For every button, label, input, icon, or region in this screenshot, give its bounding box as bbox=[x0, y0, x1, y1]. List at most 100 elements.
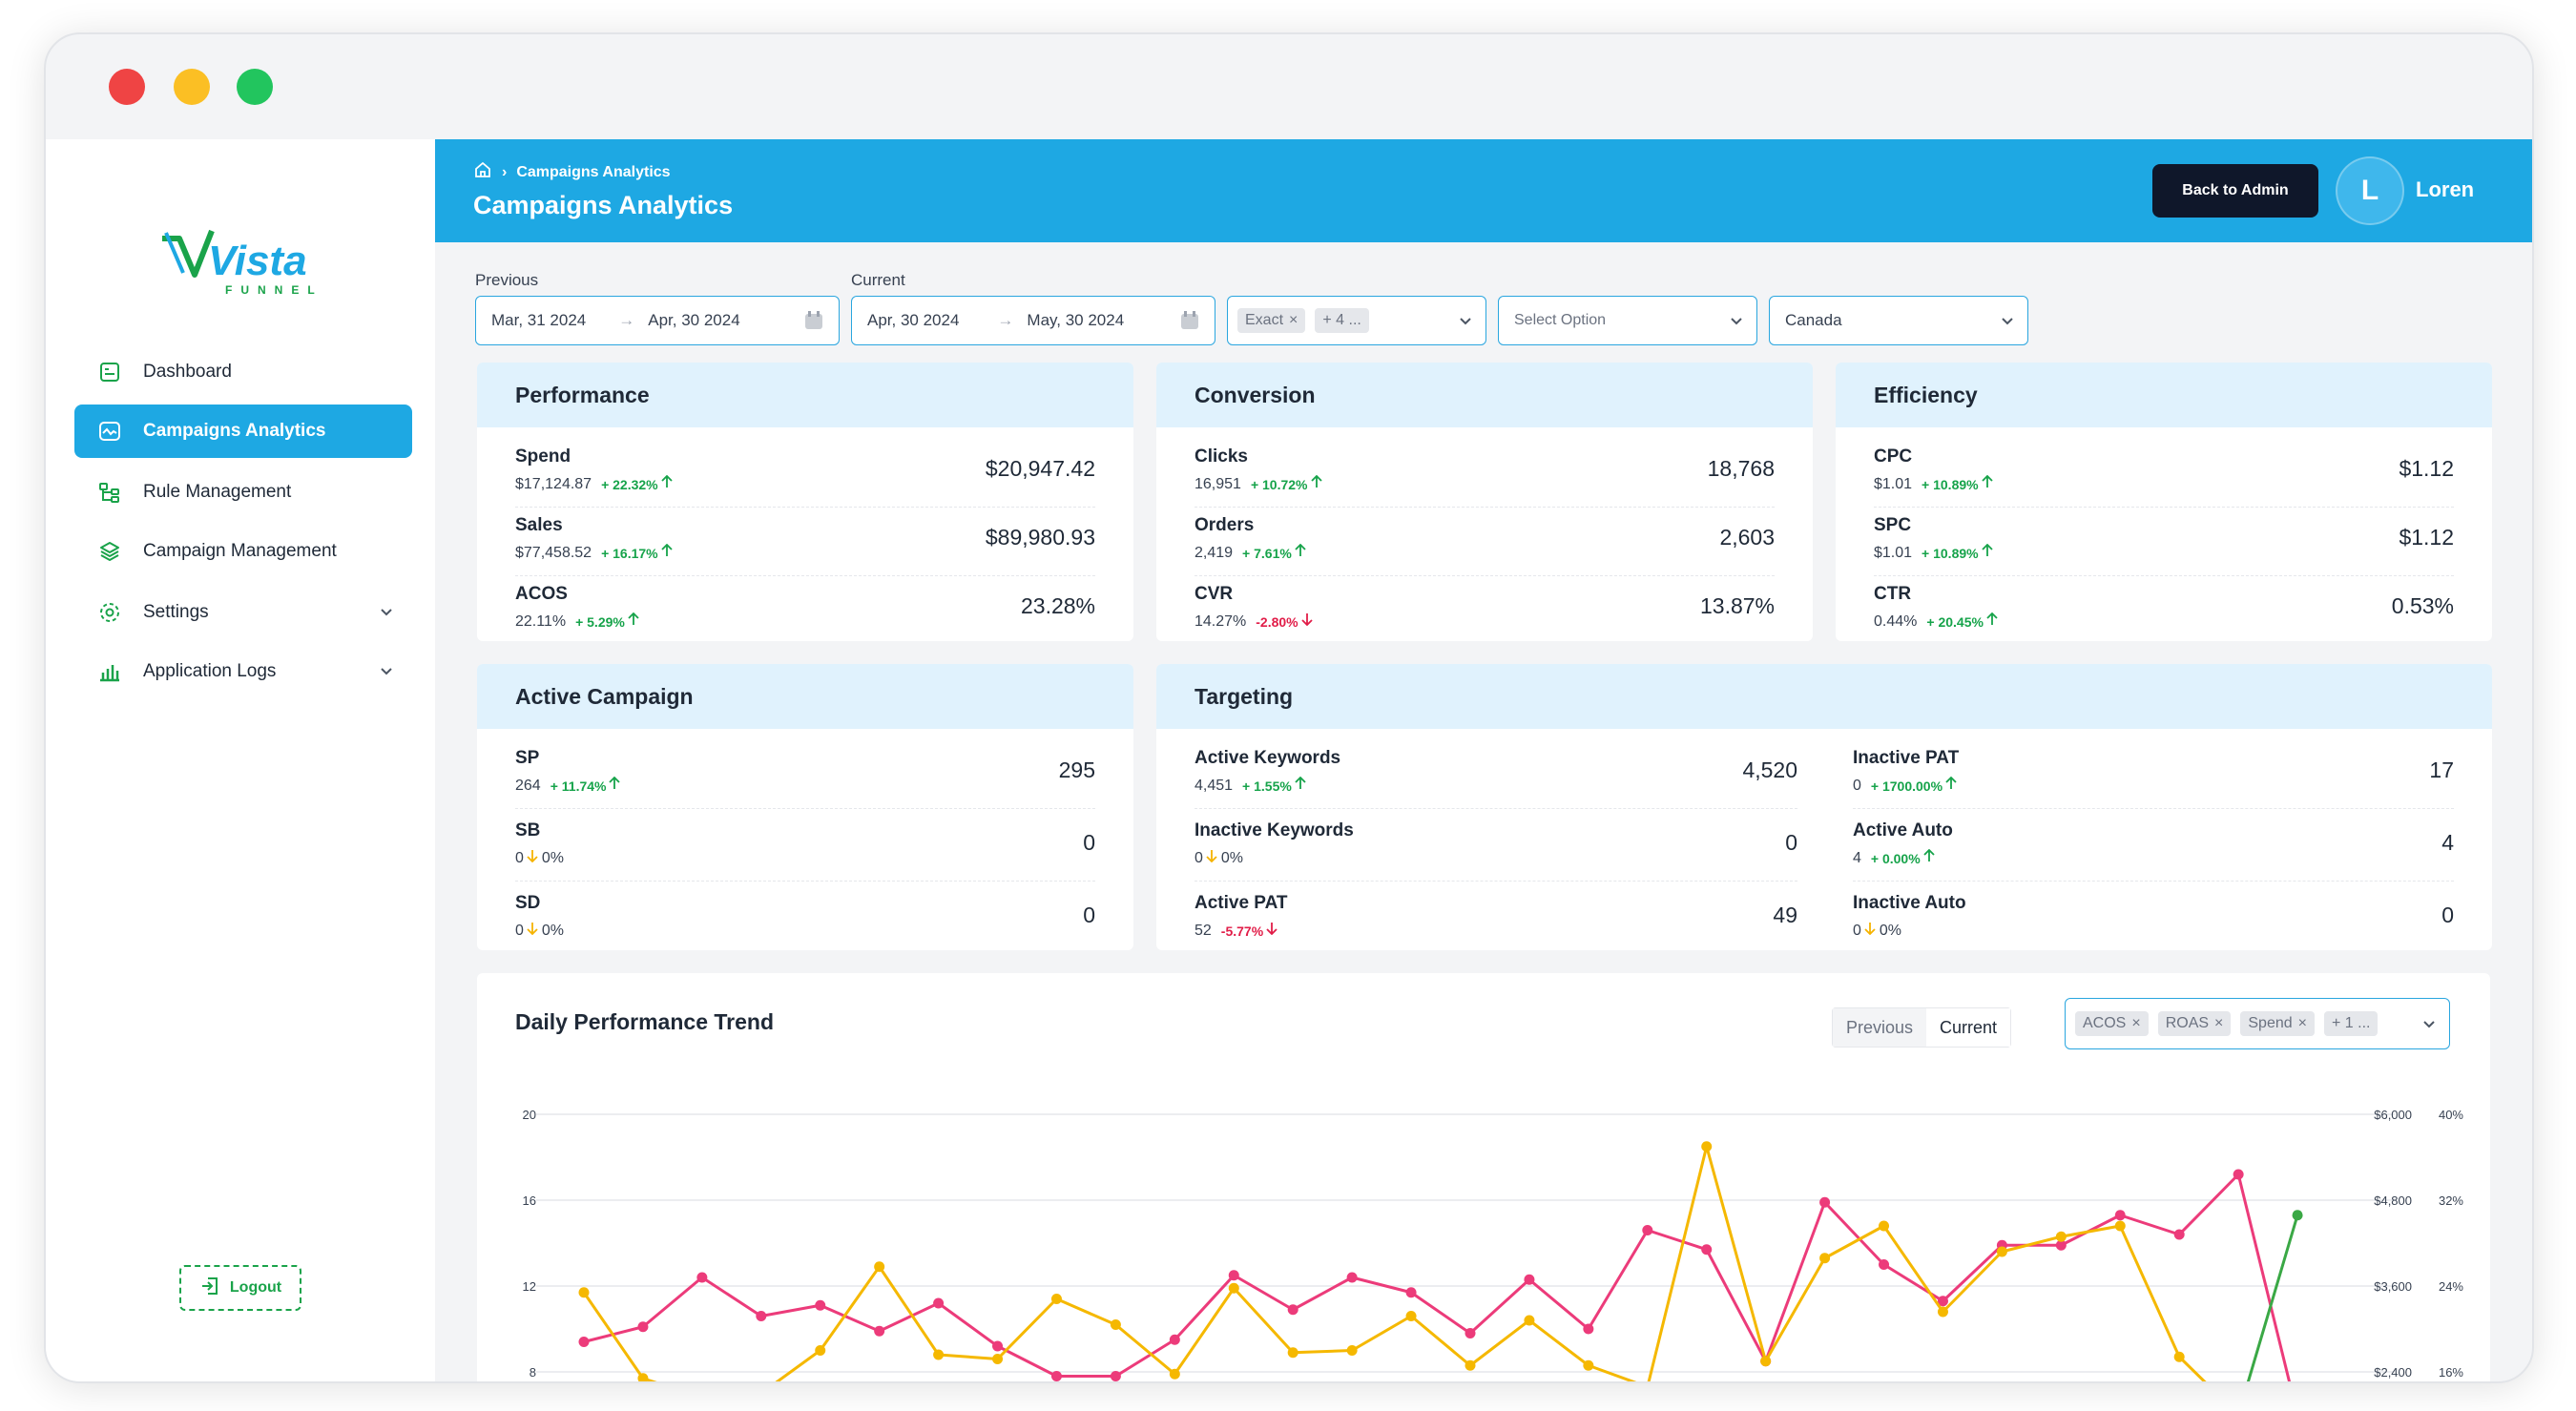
breadcrumb: › Campaigns Analytics bbox=[473, 160, 671, 184]
previous-start-date: Mar, 31 2024 bbox=[491, 311, 587, 329]
metric-previous: 0 0% bbox=[1853, 922, 1901, 940]
data-point-pink bbox=[2114, 1210, 2126, 1221]
metric-value: 4,520 bbox=[1742, 757, 1797, 782]
period-toggle: Previous Current bbox=[1832, 1007, 2012, 1048]
efficiency-card: Efficiency CPC $1.01 + 10.89% $1.12 SPC $1.01… bbox=[1836, 363, 2492, 641]
match-more-chip[interactable]: + 4 ... bbox=[1315, 308, 1369, 333]
logout-label: Logout bbox=[229, 1279, 282, 1296]
arrow-up-icon bbox=[1984, 612, 1998, 631]
previous-range-label: Previous bbox=[475, 271, 539, 289]
previous-end-date: Apr, 30 2024 bbox=[648, 311, 740, 329]
metric-chip[interactable]: Spend × bbox=[2240, 1011, 2315, 1036]
metric-value: $89,980.93 bbox=[985, 525, 1095, 550]
data-point-yellow bbox=[2055, 1231, 2067, 1242]
chevron-down-icon[interactable] bbox=[378, 603, 395, 626]
previous-value: 0 bbox=[515, 922, 524, 939]
home-icon[interactable] bbox=[473, 160, 492, 184]
close-icon[interactable]: × bbox=[1289, 312, 1298, 328]
metric-chip[interactable]: ACOS × bbox=[2075, 1011, 2149, 1036]
match-chip[interactable]: Exact × bbox=[1237, 308, 1306, 333]
metric-chip[interactable]: ROAS × bbox=[2157, 1011, 2232, 1036]
data-point-pink bbox=[1405, 1287, 1417, 1298]
sidebar-item-settings[interactable]: Settings bbox=[74, 586, 412, 639]
metric-multiselect[interactable]: ACOS × ROAS × Spend × + 1 ... bbox=[2065, 998, 2450, 1049]
sidebar-item-campaign-management[interactable]: Campaign Management bbox=[74, 525, 412, 578]
arrow-up-icon bbox=[1979, 474, 1993, 493]
change-percent: + 10.89% bbox=[1922, 476, 1979, 492]
toggle-current[interactable]: Current bbox=[1926, 1008, 2011, 1047]
data-point-yellow bbox=[1760, 1356, 1772, 1367]
data-point-yellow bbox=[1524, 1315, 1535, 1326]
chevron-down-icon bbox=[1999, 312, 2016, 334]
calendar-icon bbox=[802, 309, 825, 337]
previous-value: 0 bbox=[1195, 849, 1203, 866]
metric-more-chip[interactable]: + 1 ... bbox=[2323, 1011, 2379, 1036]
previous-value: 0 bbox=[1853, 777, 1861, 794]
metric-previous: 0 0% bbox=[1195, 849, 1243, 867]
data-point-yellow bbox=[1287, 1347, 1298, 1359]
sidebar-item-label: Campaign Management bbox=[143, 541, 337, 561]
data-point-pink bbox=[1701, 1244, 1713, 1255]
metric-label: SD bbox=[515, 893, 541, 913]
y-right-spend-tick-label: $6,000 bbox=[2374, 1108, 2412, 1122]
close-icon[interactable]: × bbox=[2131, 1015, 2141, 1031]
sidebar-item-label: Dashboard bbox=[143, 362, 232, 382]
close-icon[interactable]: × bbox=[2214, 1015, 2224, 1031]
metric-row: SB 0 0% 0 bbox=[515, 813, 1095, 882]
window-minimize-button[interactable] bbox=[174, 69, 210, 105]
sidebar-item-dashboard[interactable]: Dashboard bbox=[74, 345, 412, 399]
breadcrumb-current[interactable]: Campaigns Analytics bbox=[516, 163, 671, 180]
previous-value: 16,951 bbox=[1195, 475, 1241, 492]
metric-row: CVR 14.27% -2.80% 13.87% bbox=[1195, 576, 1775, 641]
data-point-yellow bbox=[1879, 1220, 1890, 1232]
daily-performance-trend-card: Daily Performance Trend Previous Current… bbox=[477, 973, 2490, 1381]
window-maximize-button[interactable] bbox=[237, 69, 273, 105]
series-line-pink bbox=[583, 1172, 2292, 1381]
metric-value: 0 bbox=[1083, 830, 1095, 855]
change-percent: + 10.72% bbox=[1250, 476, 1308, 492]
country-select[interactable]: Canada bbox=[1769, 296, 2028, 345]
data-point-yellow bbox=[1465, 1359, 1476, 1371]
sidebar-item-label: Campaigns Analytics bbox=[143, 421, 326, 441]
arrow-up-icon bbox=[1942, 776, 1957, 795]
metric-label: Active Keywords bbox=[1195, 748, 1341, 768]
page-header: › Campaigns Analytics Campaigns Analytic… bbox=[435, 139, 2532, 242]
data-point-yellow bbox=[992, 1354, 1004, 1364]
data-point-pink bbox=[1169, 1334, 1180, 1345]
previous-value: 14.27% bbox=[1195, 612, 1247, 630]
trend-chart: 20 16 12 8 $6,000 $4,800 $3,600 $2,400 40% 32% 24%… bbox=[523, 1108, 2463, 1381]
sidebar-item-application-logs[interactable]: Application Logs bbox=[74, 645, 412, 698]
sidebar-item-rule-management[interactable]: Rule Management bbox=[74, 466, 412, 519]
flat-arrow-icon bbox=[524, 849, 538, 867]
metric-chip-label: ACOS bbox=[2083, 1015, 2127, 1031]
sidebar-item-label: Settings bbox=[143, 602, 209, 622]
current-date-range-picker[interactable]: Apr, 30 2024 → May, 30 2024 bbox=[851, 296, 1215, 345]
avatar[interactable]: L bbox=[2337, 158, 2402, 223]
metric-previous: 0 0% bbox=[515, 922, 564, 940]
previous-date-range-picker[interactable]: Mar, 31 2024 → Apr, 30 2024 bbox=[475, 296, 840, 345]
metric-label: CTR bbox=[1874, 584, 1912, 604]
close-icon[interactable]: × bbox=[2297, 1015, 2307, 1031]
y-right-pct-tick-label: 16% bbox=[2439, 1365, 2463, 1380]
performance-card: Performance Spend $17,124.87 + 22.32% $20,9… bbox=[477, 363, 1133, 641]
metric-label: Orders bbox=[1195, 515, 1255, 535]
window-close-button[interactable] bbox=[109, 69, 145, 105]
data-point-pink bbox=[1642, 1225, 1653, 1235]
toggle-previous[interactable]: Previous bbox=[1833, 1008, 1927, 1047]
match-type-multiselect[interactable]: Exact × + 4 ... bbox=[1227, 296, 1486, 345]
metric-row: Orders 2,419 + 7.61% 2,603 bbox=[1195, 508, 1775, 576]
option-select[interactable]: Select Option bbox=[1498, 296, 1757, 345]
sidebar-item-campaigns-analytics[interactable]: Campaigns Analytics bbox=[74, 405, 412, 458]
back-to-admin-button[interactable]: Back to Admin bbox=[2152, 164, 2318, 218]
chevron-down-icon[interactable] bbox=[378, 662, 395, 685]
y-right-spend-tick-label: $4,800 bbox=[2374, 1193, 2412, 1208]
metric-previous: $1.01 + 10.89% bbox=[1874, 474, 1993, 493]
previous-value: 4 bbox=[1853, 849, 1861, 866]
active-campaign-card: Active Campaign SP 264 + 11.74% 295 SB 0 0% 0 SD… bbox=[477, 664, 1133, 950]
change-percent: 0% bbox=[1220, 849, 1244, 866]
logout-button[interactable]: Logout bbox=[179, 1265, 301, 1311]
user-name[interactable]: Loren bbox=[2416, 177, 2475, 201]
data-point-pink bbox=[1465, 1328, 1476, 1338]
data-point-pink bbox=[2173, 1229, 2185, 1240]
vista-funnel-logo[interactable]: Vista FUNNEL bbox=[158, 216, 349, 301]
